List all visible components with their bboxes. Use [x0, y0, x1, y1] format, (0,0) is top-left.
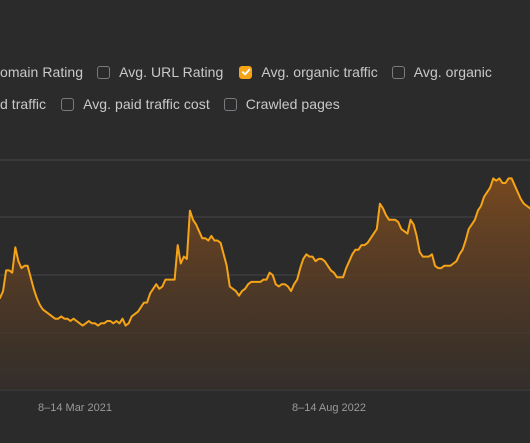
legend-row-2: d traffic Avg. paid traffic cost Crawled… [0, 93, 340, 115]
legend-item-paid-traffic[interactable]: d traffic [0, 96, 46, 112]
legend-label-avg-organic-traffic: Avg. organic traffic [261, 64, 378, 80]
legend-label-avg-organic-cut: Avg. organic [413, 64, 492, 80]
legend-row-1: omain Rating Avg. URL Rating Avg. organi… [0, 61, 492, 83]
checkbox-avg-organic-traffic[interactable] [239, 65, 253, 79]
legend-label-avg-paid-traffic-cost: Avg. paid traffic cost [83, 96, 210, 112]
checkbox-avg-organic-cut[interactable] [391, 65, 405, 79]
checkbox-avg-url-rating[interactable] [97, 65, 111, 79]
legend-item-avg-paid-traffic-cost[interactable]: Avg. paid traffic cost [61, 96, 210, 112]
legend-label-crawled-pages: Crawled pages [245, 96, 340, 112]
series-area [0, 178, 530, 390]
checkmark-icon [241, 68, 251, 76]
series-line [0, 177, 530, 327]
checkbox-crawled-pages[interactable] [223, 97, 237, 111]
legend-item-domain-rating[interactable]: omain Rating [0, 64, 83, 80]
x-tick-label: 8–14 Mar 2021 [38, 402, 112, 414]
legend-label-avg-url-rating: Avg. URL Rating [119, 64, 224, 80]
checkbox-avg-paid-traffic-cost[interactable] [61, 97, 75, 111]
x-tick-label: 8–14 Aug 2022 [291, 402, 367, 414]
legend-item-avg-organic-traffic[interactable]: Avg. organic traffic [239, 64, 378, 80]
legend-item-crawled-pages[interactable]: Crawled pages [223, 96, 340, 112]
legend-item-avg-url-rating[interactable]: Avg. URL Rating [97, 64, 223, 80]
legend-label-paid-traffic: d traffic [0, 96, 47, 112]
legend-label-domain-rating: omain Rating [0, 64, 84, 80]
legend-item-avg-organic-cut[interactable]: Avg. organic [391, 64, 492, 80]
